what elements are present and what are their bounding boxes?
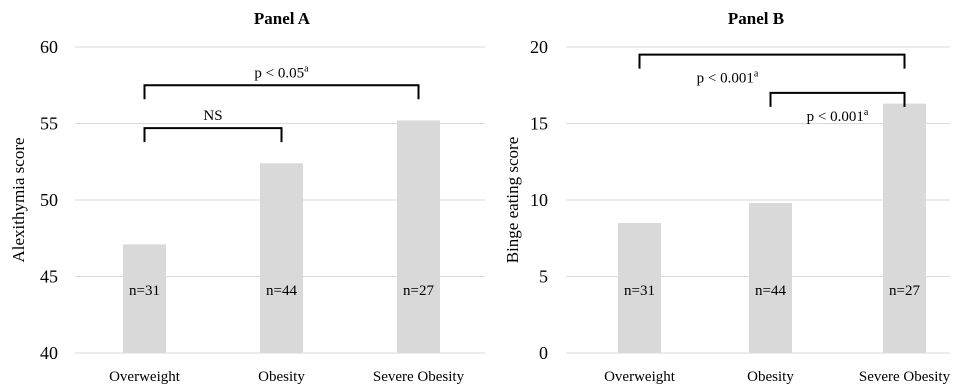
y-axis-label: Alexithymia score <box>9 137 28 262</box>
x-tick-label: Overweight <box>604 369 676 385</box>
significance-text: NS <box>203 108 222 124</box>
y-tick-label: 5 <box>539 267 548 287</box>
significance-text: p < 0.05 <box>254 65 304 81</box>
bar-n-label: n=27 <box>403 283 434 299</box>
bar-n-label: n=27 <box>889 283 920 299</box>
bar-n-label: n=31 <box>624 283 655 299</box>
significance-bracket <box>638 53 906 69</box>
bar-n-label: n=31 <box>129 283 160 299</box>
y-axis-label: Binge eating score <box>503 137 522 264</box>
y-tick-label: 20 <box>530 37 548 57</box>
x-tick-label: Obesity <box>258 369 305 385</box>
significance-text: p < 0.001 <box>807 109 864 125</box>
bar <box>260 163 303 353</box>
x-tick-label: Severe Obesity <box>373 369 465 385</box>
y-tick-label: 40 <box>40 343 58 363</box>
bar-n-label: n=44 <box>266 283 297 299</box>
significance-superscript: a <box>864 107 869 118</box>
significance-label: NS <box>203 108 222 124</box>
bar <box>883 103 926 353</box>
y-tick-label: 10 <box>530 190 548 210</box>
y-tick-label: 0 <box>539 343 548 363</box>
significance-text: p < 0.001 <box>697 71 754 87</box>
significance-bracket <box>769 91 906 107</box>
panel-b: Panel B 0 5 10 15 20 Binge eating score n=31 Ove… <box>503 9 951 385</box>
y-tick-label: 15 <box>530 114 548 134</box>
panel-a: Panel A 40 45 50 55 60 Alexithymia score n=31 Ov… <box>9 9 485 385</box>
significance-bracket <box>143 84 420 100</box>
bar <box>397 120 440 353</box>
significance-superscript: a <box>304 63 309 74</box>
bar <box>123 244 166 353</box>
y-tick-label: 60 <box>40 37 58 57</box>
significance-bracket <box>143 127 283 143</box>
significance-label: p < 0.001a <box>807 107 869 125</box>
x-tick-label: Obesity <box>747 369 794 385</box>
panel-title: Panel A <box>254 9 311 28</box>
significance-label: p < 0.05a <box>254 63 309 81</box>
significance-superscript: a <box>754 69 759 80</box>
panel-title: Panel B <box>728 9 784 28</box>
significance-label: p < 0.001a <box>697 69 759 87</box>
bar <box>749 203 792 353</box>
bar <box>618 222 661 353</box>
x-tick-label: Severe Obesity <box>859 369 951 385</box>
y-tick-label: 55 <box>40 114 58 134</box>
x-tick-label: Overweight <box>109 369 181 385</box>
bar-n-label: n=44 <box>755 283 786 299</box>
y-tick-label: 50 <box>40 190 58 210</box>
y-tick-label: 45 <box>40 267 58 287</box>
